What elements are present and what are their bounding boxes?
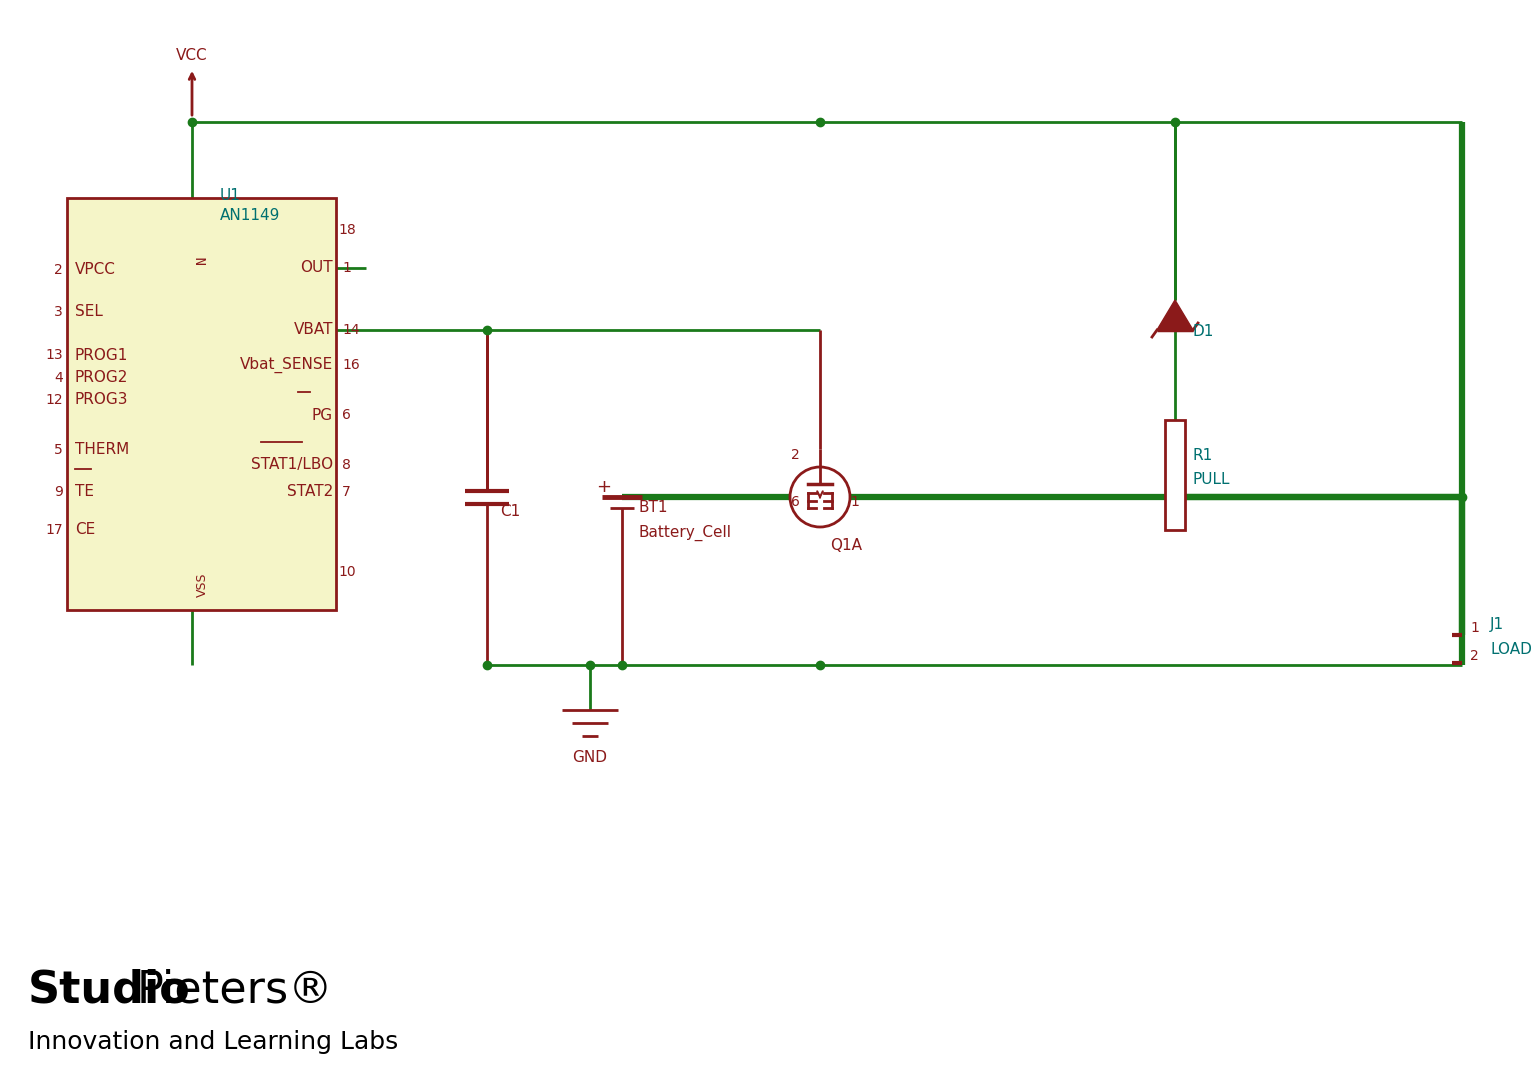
Text: AN1149: AN1149 <box>220 208 281 222</box>
Text: 1: 1 <box>343 261 350 275</box>
Text: 13: 13 <box>46 348 63 362</box>
Text: Battery_Cell: Battery_Cell <box>637 525 731 542</box>
Text: N: N <box>195 256 209 264</box>
Text: 10: 10 <box>338 565 356 579</box>
Text: PG: PG <box>312 407 333 422</box>
Text: Innovation and Learning Labs: Innovation and Learning Labs <box>28 1030 398 1054</box>
Text: 18: 18 <box>338 223 356 237</box>
Circle shape <box>790 467 849 527</box>
Text: BT1: BT1 <box>637 500 668 516</box>
Text: 1: 1 <box>849 495 859 509</box>
Text: 2: 2 <box>1470 649 1479 663</box>
Text: 12: 12 <box>46 393 63 407</box>
Text: 6: 6 <box>343 408 350 422</box>
Text: U1: U1 <box>220 187 241 203</box>
Text: Vbat_SENSE: Vbat_SENSE <box>240 357 333 374</box>
Text: CE: CE <box>75 522 95 537</box>
Text: 2: 2 <box>791 448 800 462</box>
Text: TE: TE <box>75 484 94 499</box>
Text: 2: 2 <box>54 263 63 277</box>
Text: VCC: VCC <box>177 48 207 63</box>
Text: STAT1/LBO: STAT1/LBO <box>250 457 333 472</box>
Text: Pieters®: Pieters® <box>137 968 333 1012</box>
Text: C1: C1 <box>501 505 521 520</box>
FancyBboxPatch shape <box>68 198 336 610</box>
Text: VSS: VSS <box>195 573 209 597</box>
Text: J1: J1 <box>1490 617 1504 632</box>
Text: LOAD: LOAD <box>1490 642 1531 657</box>
Text: PROG2: PROG2 <box>75 370 129 386</box>
Text: SEL: SEL <box>75 304 103 319</box>
Text: 8: 8 <box>343 458 350 472</box>
Text: THERM: THERM <box>75 443 129 457</box>
Text: 3: 3 <box>54 305 63 319</box>
Text: +: + <box>596 478 611 496</box>
Text: 16: 16 <box>343 358 359 371</box>
Text: 6: 6 <box>791 495 800 509</box>
Polygon shape <box>1157 300 1193 330</box>
Text: Q1A: Q1A <box>829 537 862 552</box>
Text: 7: 7 <box>343 485 350 499</box>
Text: GND: GND <box>573 751 608 765</box>
Bar <box>1164 420 1184 530</box>
Text: R1: R1 <box>1192 447 1212 462</box>
Text: 14: 14 <box>343 323 359 337</box>
Text: VBAT: VBAT <box>293 323 333 338</box>
Text: PROG1: PROG1 <box>75 348 129 363</box>
Text: 4: 4 <box>54 371 63 384</box>
Text: PROG3: PROG3 <box>75 392 129 407</box>
Text: OUT: OUT <box>301 261 333 275</box>
Text: 17: 17 <box>46 523 63 537</box>
Text: 1: 1 <box>1470 621 1479 635</box>
Text: 5: 5 <box>54 443 63 457</box>
Text: STAT2: STAT2 <box>287 484 333 499</box>
Text: Studio: Studio <box>28 968 190 1012</box>
Text: PULL: PULL <box>1192 472 1229 487</box>
Text: VPCC: VPCC <box>75 262 115 277</box>
Text: D1: D1 <box>1192 325 1213 339</box>
Text: 9: 9 <box>54 485 63 499</box>
